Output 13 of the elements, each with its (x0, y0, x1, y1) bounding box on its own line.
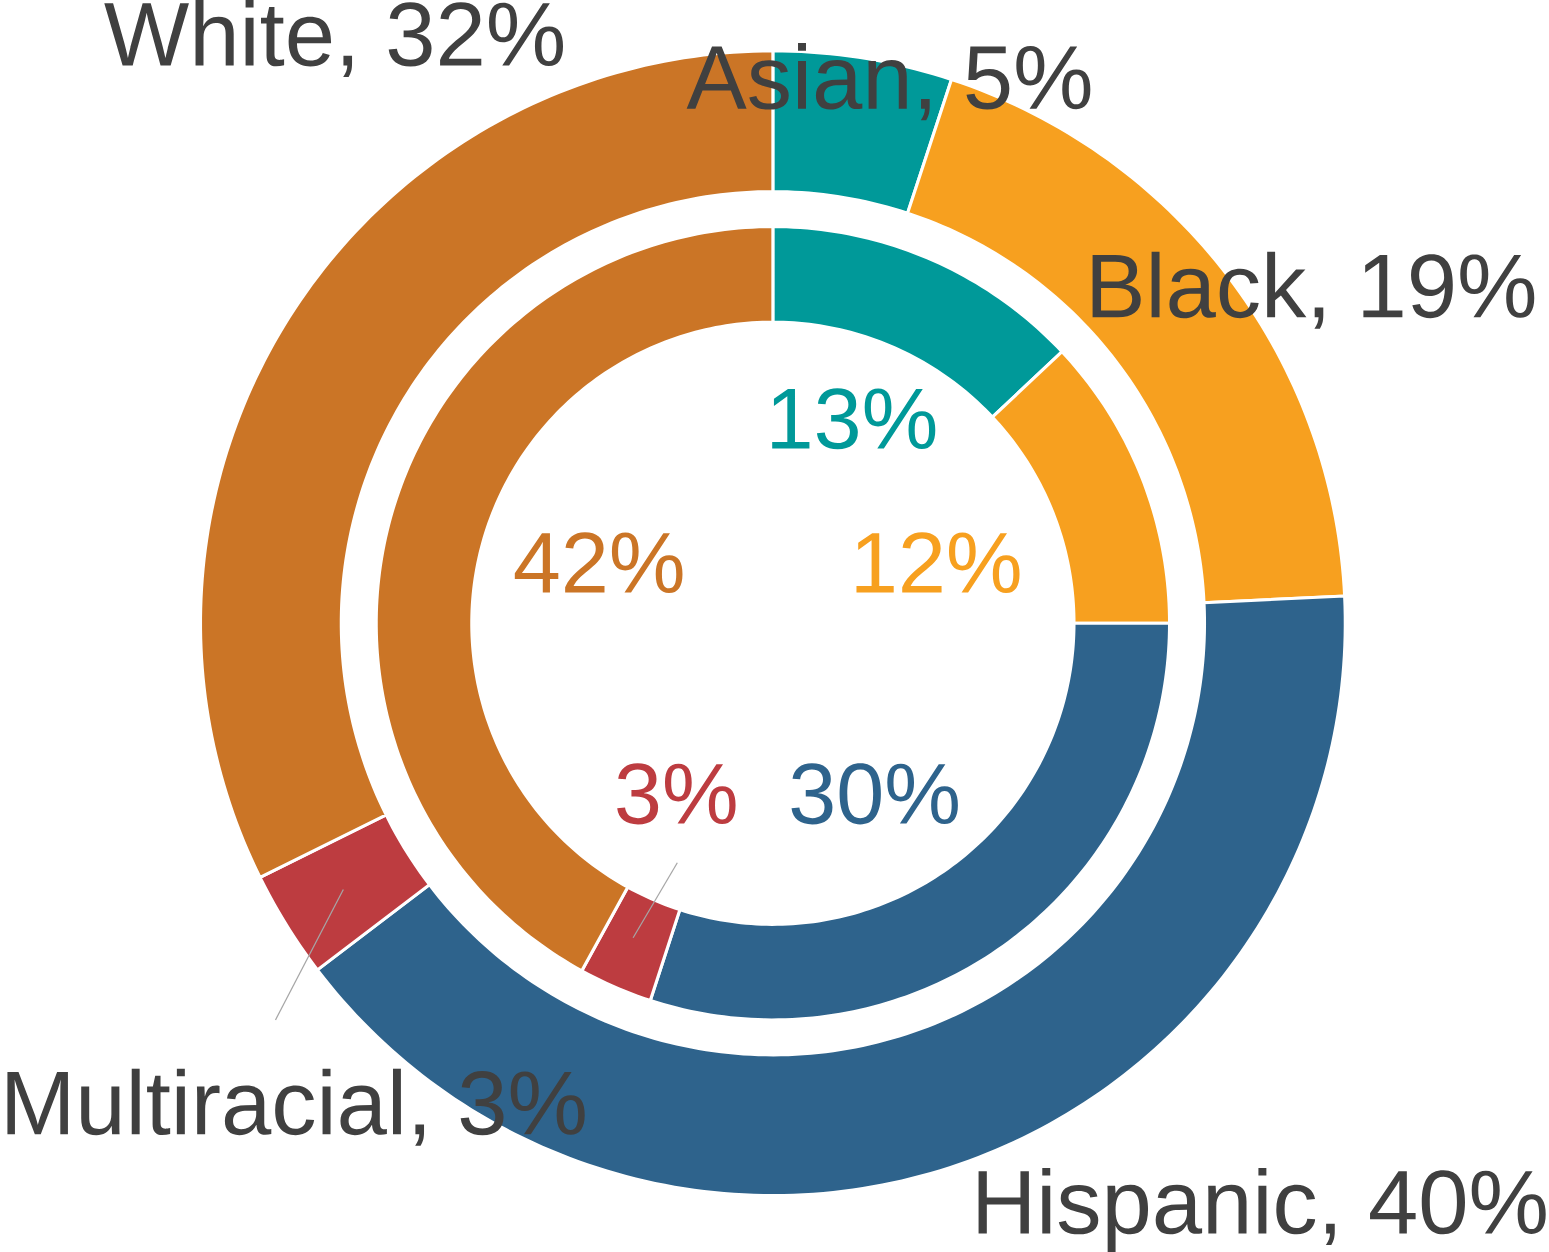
slice-label: Multiracial (7, 1068, 401, 1136)
data-label: , 40% (1325, 1170, 1546, 1245)
data-label: , 3% (415, 1071, 585, 1146)
data-label: 12% (856, 532, 1020, 593)
data-label: 3% (617, 763, 736, 825)
data-label: , 32% (343, 2, 564, 77)
slice-label: White (104, 0, 332, 67)
data-label: 30% (791, 763, 958, 825)
slice-label: Hispanic (978, 1167, 1316, 1252)
data-label: , 5% (920, 45, 1091, 121)
data-label: 42% (514, 532, 683, 593)
data-label: 13% (772, 388, 936, 450)
data-label: , 19% (1314, 254, 1535, 329)
